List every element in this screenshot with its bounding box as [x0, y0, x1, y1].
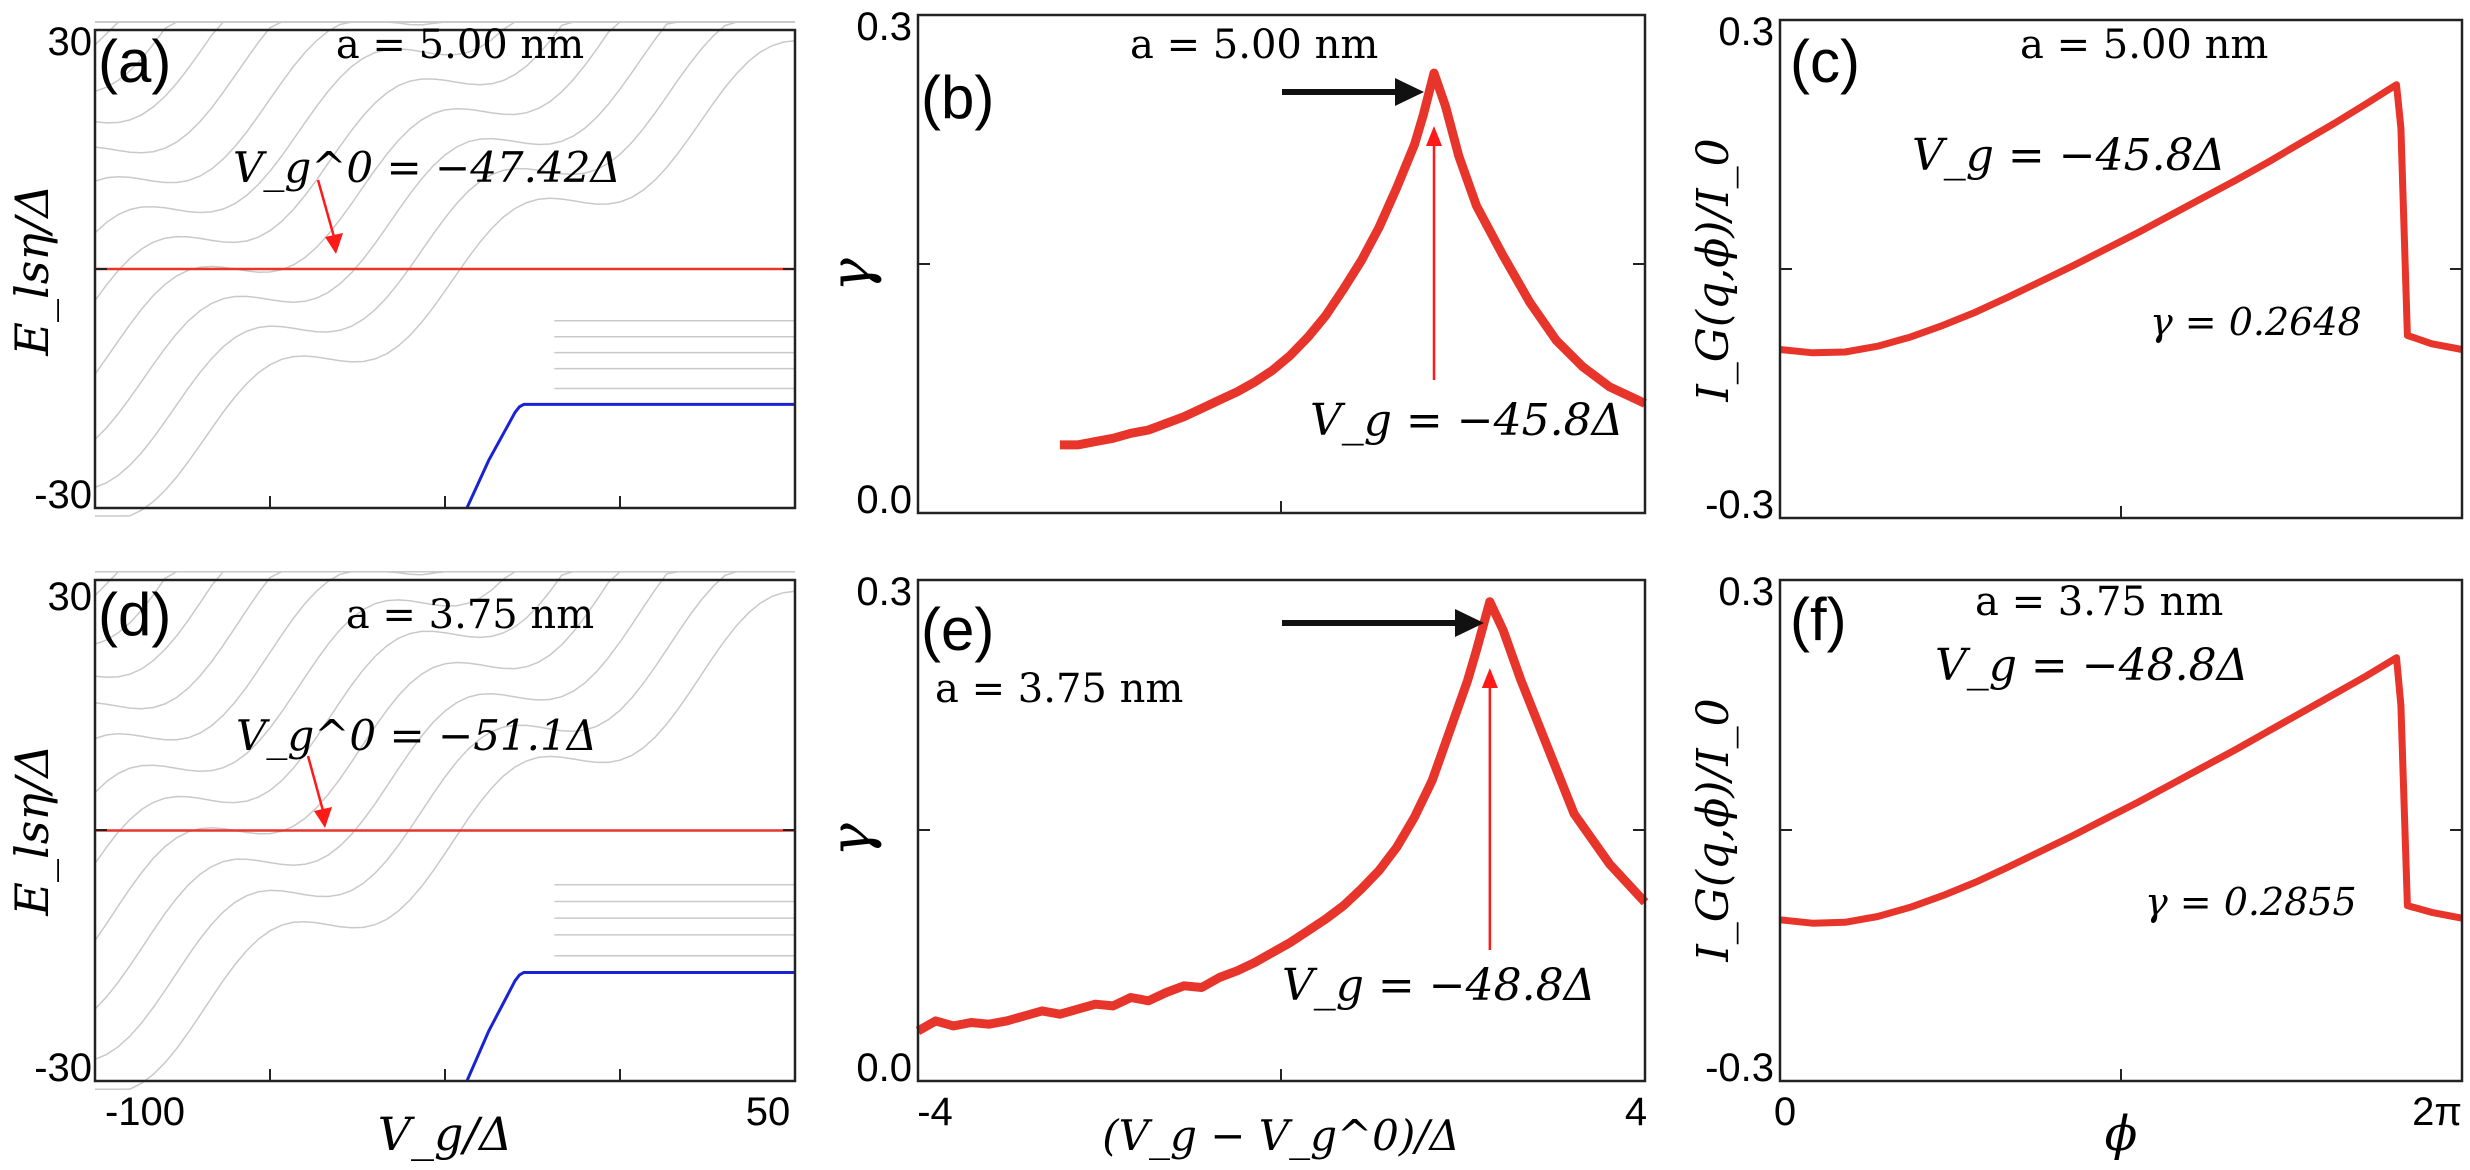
- y-tick-top-c: 0.3: [1718, 10, 1774, 54]
- panel-label-f: (f): [1790, 586, 1847, 653]
- y-axis-label-f: I_G(q,ϕ)/I_0: [1688, 698, 1739, 962]
- x-tick-left-d: -100: [105, 1090, 185, 1134]
- v0-annotation-d: V_g^0 = −51.1Δ: [236, 711, 597, 760]
- panel-label-d: (d): [98, 581, 171, 648]
- panel-c: 0.3 -0.3 (c) a = 5.00 nm V_g = −45.8Δ γ …: [1688, 10, 2464, 527]
- y-tick-bottom-c: -0.3: [1705, 483, 1774, 527]
- vg-annotation-e: V_g = −48.8Δ: [1282, 960, 1595, 1011]
- plot-frame-c: [1778, 18, 2464, 520]
- ticks-d: [95, 829, 795, 1081]
- x-tick-right-e: 4: [1625, 1090, 1647, 1134]
- spectrum-level-line: [94, 21, 795, 440]
- a-annotation-e: a = 3.75 nm: [935, 666, 1183, 712]
- y-tick-bottom-a: -30: [34, 473, 92, 517]
- y-axis-label-a: E_lsη/Δ: [5, 184, 59, 356]
- y-tick-top-f: 0.3: [1718, 570, 1774, 614]
- x-tick-left-e: -4: [917, 1090, 953, 1134]
- ticks-e: [918, 829, 1645, 1081]
- current-phase-curve-c: [1779, 81, 2463, 357]
- v0-annotation-a: V_g^0 = −47.42Δ: [233, 143, 621, 192]
- a-annotation-d: a = 3.75 nm: [346, 592, 594, 638]
- x-tick-right-d: 50: [746, 1090, 791, 1134]
- panel-b: 0.3 0.0 (b) a = 5.00 nm V_g = −45.8Δ γ: [819, 5, 1647, 522]
- ticks-a: [95, 268, 795, 508]
- v0-arrow-a: [316, 179, 338, 245]
- vg-annotation-c: V_g = −45.8Δ: [1912, 130, 2225, 181]
- peak-marker-arrowhead-e: [1481, 668, 1498, 688]
- y-tick-top-e: 0.3: [856, 570, 912, 614]
- a-annotation-b: a = 5.00 nm: [1130, 22, 1378, 68]
- x-axis-label-e: (V_g − V_g^0)/Δ: [1102, 1111, 1460, 1160]
- ticks-f: [1780, 829, 2462, 1081]
- current-phase-curve-f: [1779, 654, 2463, 927]
- y-tick-bottom-b: 0.0: [856, 478, 912, 522]
- x-tick-left-f: 0: [1774, 1090, 1796, 1134]
- y-tick-top-d: 30: [48, 575, 93, 619]
- ground-state-curve-d: [465, 971, 795, 1082]
- y-axis-label-e: γ: [819, 823, 884, 857]
- panel-label-a: (a): [98, 28, 171, 95]
- spectrum-level-line: [95, 590, 796, 1091]
- peak-pointer-arrowhead-e: [1455, 609, 1484, 637]
- spectrum-level-line: [94, 570, 795, 1060]
- panel-label-b: (b): [921, 64, 994, 131]
- v0-arrow-d: [306, 755, 327, 819]
- y-tick-bottom-e: 0.0: [856, 1046, 912, 1090]
- spectrum-level-line: [94, 21, 795, 488]
- peak-pointer-arrowhead-b: [1395, 78, 1424, 106]
- y-axis-label-c: I_G(q,ϕ)/I_0: [1688, 138, 1739, 402]
- y-tick-top-b: 0.3: [856, 5, 912, 49]
- x-axis-label-f: ϕ: [2105, 1106, 2138, 1162]
- panel-label-c: (c): [1790, 28, 1860, 95]
- gamma-curve-b: [1059, 68, 1647, 450]
- y-tick-bottom-f: -0.3: [1705, 1046, 1774, 1090]
- ticks-c: [1780, 268, 2462, 518]
- level-spectrum-a: [94, 21, 796, 517]
- vg-annotation-f: V_g = −48.8Δ: [1935, 640, 2248, 691]
- vg-annotation-b: V_g = −45.8Δ: [1310, 395, 1623, 446]
- panel-f: 0.3 -0.3 0 2π (f) a = 3.75 nm V_g = −48.…: [1688, 570, 2464, 1162]
- panel-e: 0.3 0.0 -4 4 (e) a = 3.75 nm V_g = −48.8…: [819, 570, 1649, 1160]
- a-annotation-c: a = 5.00 nm: [2020, 22, 2268, 68]
- peak-marker-arrowhead-b: [1425, 126, 1442, 146]
- y-axis-label-d: E_lsη/Δ: [5, 744, 59, 916]
- panel-label-e: (e): [921, 596, 994, 663]
- spectrum-level-line: [95, 39, 796, 517]
- ticks-b: [918, 263, 1645, 513]
- a-annotation-f: a = 3.75 nm: [1975, 579, 2223, 625]
- x-axis-label-d: V_g/Δ: [378, 1107, 512, 1161]
- panel-a: 30 -30 (a) a = 5.00 nm V_g^0 = −47.42Δ E…: [5, 20, 797, 517]
- v0-arrowhead-a: [325, 233, 343, 254]
- x-tick-right-f: 2π: [2412, 1090, 2462, 1134]
- panel-d: 30 -30 -100 50 (d) a = 3.75 nm V_g^0 = −…: [5, 570, 797, 1161]
- gamma-curve-e: [915, 597, 1649, 1035]
- y-tick-top-a: 30: [48, 20, 93, 64]
- y-axis-label-b: γ: [819, 258, 884, 292]
- gamma-annotation-f: γ = 0.2855: [2145, 880, 2357, 924]
- level-spectrum-d: [94, 570, 796, 1091]
- v0-arrowhead-d: [314, 807, 332, 828]
- ground-state-curve-a: [465, 402, 795, 509]
- a-annotation-a: a = 5.00 nm: [336, 22, 584, 68]
- gamma-annotation-c: γ = 0.2648: [2150, 300, 2362, 344]
- y-tick-bottom-d: -30: [34, 1046, 92, 1090]
